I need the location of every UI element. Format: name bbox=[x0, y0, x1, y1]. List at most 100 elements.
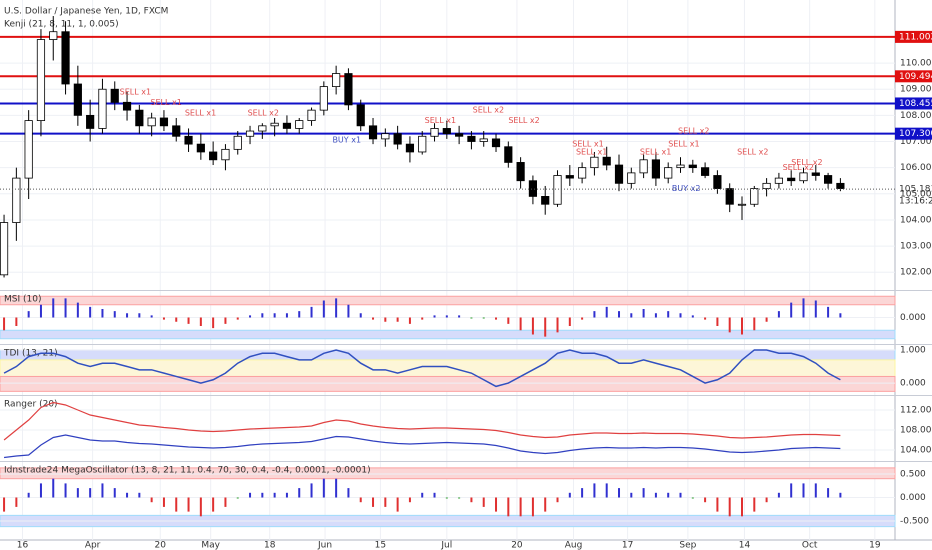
y-tick-label: 106.000 bbox=[900, 163, 932, 173]
y-tick-label: 0.000 bbox=[900, 493, 926, 503]
candle-body bbox=[184, 135, 193, 145]
pane-title: TDI (13, 21) bbox=[3, 349, 58, 359]
histogram-bar bbox=[175, 317, 178, 322]
histogram-bar bbox=[113, 488, 116, 498]
candle-body bbox=[688, 164, 697, 169]
band bbox=[0, 295, 896, 306]
histogram-bar bbox=[544, 317, 547, 337]
candle-body bbox=[307, 109, 316, 121]
histogram-bar bbox=[667, 311, 670, 318]
candle-body bbox=[12, 177, 21, 223]
histogram-bar bbox=[765, 317, 768, 322]
candle-body bbox=[344, 73, 353, 106]
candle-body bbox=[824, 175, 833, 184]
histogram-bar bbox=[261, 313, 264, 318]
signal-label: SELL x1 bbox=[576, 147, 607, 156]
candle-body bbox=[799, 172, 808, 182]
candle-body bbox=[430, 128, 439, 137]
histogram-bar bbox=[618, 488, 621, 498]
histogram-bar bbox=[470, 497, 473, 503]
histogram-bar bbox=[298, 488, 301, 498]
histogram-bar bbox=[64, 298, 67, 318]
signal-label: SELL x1 bbox=[572, 140, 603, 149]
x-tick-label: 14 bbox=[739, 541, 751, 550]
x-tick-label: May bbox=[201, 541, 220, 550]
histogram-bar bbox=[52, 478, 55, 498]
candle-body bbox=[98, 88, 107, 129]
histogram-bar bbox=[89, 306, 92, 318]
histogram-bar bbox=[408, 497, 411, 503]
histogram-bar bbox=[384, 317, 387, 322]
last-price-label: 105.181 bbox=[899, 185, 932, 195]
histogram-bar bbox=[138, 492, 141, 498]
y-tick-label: 108.000 bbox=[900, 111, 932, 121]
y-tick-label: 0.000 bbox=[900, 313, 926, 323]
histogram-bar bbox=[814, 483, 817, 498]
candle-body bbox=[0, 222, 9, 276]
signal-label: SELL x1 bbox=[150, 98, 181, 107]
histogram-bar bbox=[630, 313, 633, 318]
signal-label: SELL x2 bbox=[791, 158, 822, 167]
histogram-bar bbox=[76, 488, 79, 498]
signal-label: BUY x2 bbox=[672, 184, 701, 193]
histogram-bar bbox=[433, 492, 436, 498]
y-tick-label: 0.000 bbox=[900, 379, 926, 389]
indicator-line bbox=[3, 349, 841, 388]
candle-body bbox=[627, 172, 636, 184]
histogram-bar bbox=[175, 497, 178, 512]
histogram-bar bbox=[126, 313, 129, 318]
histogram-bar bbox=[519, 317, 522, 331]
histogram-bar bbox=[101, 309, 104, 318]
histogram-bar bbox=[347, 488, 350, 498]
x-tick-label: Apr bbox=[85, 541, 101, 550]
candle-body bbox=[639, 159, 648, 174]
histogram-bar bbox=[568, 317, 571, 326]
histogram-bar bbox=[101, 483, 104, 498]
candle-body bbox=[762, 182, 771, 189]
histogram-bar bbox=[89, 488, 92, 498]
histogram-bar bbox=[3, 497, 6, 512]
y-tick-label: 108.000 bbox=[900, 426, 932, 436]
histogram-bar bbox=[593, 483, 596, 498]
histogram-bar bbox=[482, 497, 485, 507]
histogram-bar bbox=[359, 313, 362, 318]
histogram-bar bbox=[224, 317, 227, 324]
histogram-bar bbox=[15, 497, 18, 507]
histogram-bar bbox=[273, 313, 276, 318]
candle-body bbox=[774, 177, 783, 184]
candle-body bbox=[356, 104, 365, 127]
histogram-bar bbox=[27, 311, 30, 318]
candle-body bbox=[196, 143, 205, 153]
pane-title: Ranger (20) bbox=[4, 400, 58, 410]
y-tick-label: -0.500 bbox=[900, 517, 929, 527]
candle-body bbox=[455, 133, 464, 137]
histogram-bar bbox=[556, 497, 559, 503]
histogram-bar bbox=[408, 317, 411, 324]
y-tick-label: 1.000 bbox=[900, 345, 926, 355]
histogram-bar bbox=[704, 317, 707, 320]
band bbox=[0, 467, 896, 480]
histogram-bar bbox=[187, 317, 190, 324]
histogram-bar bbox=[3, 317, 6, 331]
candle-body bbox=[270, 122, 279, 127]
candle-body bbox=[725, 188, 734, 205]
histogram-bar bbox=[618, 311, 621, 318]
y-tick-label: 104.000 bbox=[900, 446, 932, 456]
candle-body bbox=[36, 39, 46, 121]
histogram-bar bbox=[790, 483, 793, 498]
candle-body bbox=[565, 175, 574, 179]
histogram-bar bbox=[458, 315, 461, 318]
candle-body bbox=[491, 138, 501, 148]
histogram-bar bbox=[544, 497, 547, 512]
histogram-bar bbox=[298, 311, 301, 318]
histogram-bar bbox=[322, 478, 325, 498]
x-tick-label: 17 bbox=[622, 541, 633, 550]
candle-body bbox=[221, 148, 230, 161]
x-tick-label: Jun bbox=[317, 541, 332, 550]
histogram-bar bbox=[236, 317, 239, 320]
x-tick-label: Oct bbox=[802, 541, 818, 550]
band bbox=[0, 329, 896, 340]
candle-body bbox=[528, 180, 538, 197]
y-tick-label: 112.000 bbox=[900, 406, 932, 416]
